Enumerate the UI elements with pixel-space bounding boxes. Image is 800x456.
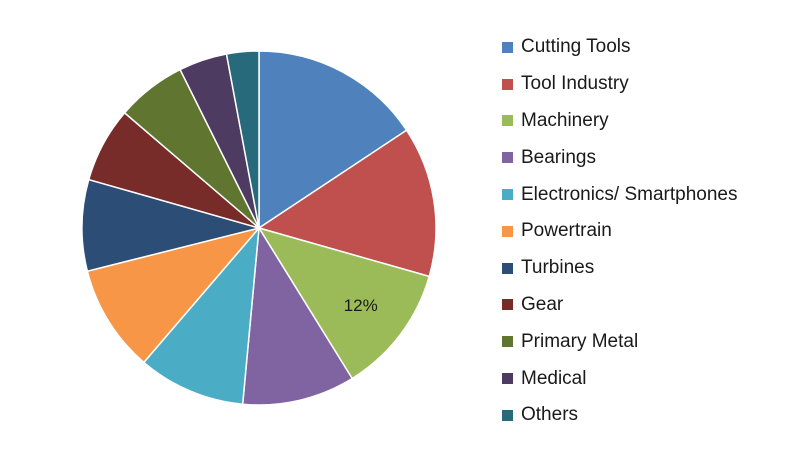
legend-swatch — [502, 41, 513, 53]
legend-label: Powertrain — [521, 220, 612, 242]
pie-slice-machinery — [257, 226, 431, 380]
legend-item: Cutting Tools — [502, 29, 792, 66]
legend-item: Bearings — [502, 139, 792, 176]
pie-slice-electronics-smartphones — [142, 225, 260, 406]
legend-label: Others — [521, 404, 579, 426]
legend-swatch — [502, 78, 513, 90]
legend-item: Powertrain — [502, 213, 792, 250]
legend-label: Electronics/ Smartphones — [521, 183, 738, 205]
legend-swatch — [502, 336, 513, 348]
legend-item: Tool Industry — [502, 66, 792, 103]
legend-label: Turbines — [521, 257, 595, 279]
legend-label: Machinery — [521, 109, 609, 131]
legend-swatch — [502, 373, 513, 385]
pie-slice-turbines — [81, 178, 262, 273]
legend-item: Electronics/ Smartphones — [502, 176, 792, 213]
legend-item: Others — [502, 397, 792, 434]
legend-swatch — [502, 115, 513, 127]
chart-legend: Cutting Tools Tool Industry Machinery Beari… — [502, 29, 792, 434]
pie-plot-area: 12% — [81, 50, 437, 406]
legend-label: Bearings — [521, 146, 596, 168]
legend-item: Medical — [502, 360, 792, 397]
legend-swatch — [502, 299, 513, 311]
legend-item: Machinery — [502, 103, 792, 140]
legend-swatch — [502, 409, 513, 421]
legend-item: Gear — [502, 287, 792, 324]
legend-swatch — [502, 262, 513, 274]
legend-item: Turbines — [502, 250, 792, 287]
pie-slice-powertrain — [86, 226, 262, 364]
legend-label: Primary Metal — [521, 330, 639, 352]
legend-item: Primary Metal — [502, 323, 792, 360]
legend-swatch — [502, 152, 513, 164]
data-label-machinery: 12% — [344, 296, 378, 315]
legend-label: Tool Industry — [521, 73, 629, 95]
legend-swatch — [502, 189, 513, 201]
legend-swatch — [502, 225, 513, 237]
legend-label: Cutting Tools — [521, 36, 631, 58]
pie-slice-bearings — [241, 225, 354, 406]
legend-label: Medical — [521, 367, 587, 389]
pie-slice-cutting-tools — [258, 50, 408, 230]
pie-slice-others — [225, 50, 260, 229]
legend-label: Gear — [521, 293, 564, 315]
